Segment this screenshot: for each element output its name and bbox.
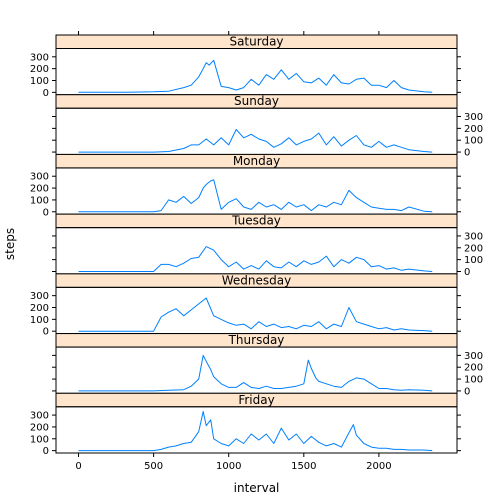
y-tick-label: 0 [464, 386, 470, 397]
y-tick-label: 100 [30, 315, 49, 326]
panel-frame [55, 48, 458, 96]
series-line-friday [78, 411, 433, 452]
panel-frame [55, 107, 458, 155]
x-tick-label: 1500 [291, 461, 316, 472]
series-line-monday [78, 179, 433, 213]
series-line-thursday [78, 354, 433, 392]
y-tick-label: 200 [30, 422, 49, 433]
series-line-wednesday [78, 297, 433, 332]
y-tick-label: 100 [464, 136, 483, 147]
y-tick-label: 0 [43, 207, 49, 218]
strip-label: Monday [233, 154, 280, 168]
strip-label: Tuesday [231, 214, 281, 228]
x-tick-label: 0 [75, 461, 81, 472]
y-tick-label: 300 [464, 231, 483, 242]
y-tick-label: 100 [30, 195, 49, 206]
y-tick-label: 300 [464, 351, 483, 362]
series-line-tuesday [78, 246, 433, 272]
panel-frame [55, 406, 458, 454]
y-tick-label: 200 [30, 64, 49, 75]
panel-frame [55, 286, 458, 335]
y-tick-label: 0 [464, 267, 470, 278]
strip-label: Sunday [234, 94, 279, 108]
y-tick-label: 100 [30, 434, 49, 445]
y-tick-label: 300 [30, 291, 49, 302]
y-tick-label: 300 [464, 112, 483, 123]
x-tick-label: 2000 [366, 461, 391, 472]
strip-label: Thursday [228, 333, 285, 347]
y-tick-label: 200 [30, 184, 49, 195]
series-line-sunday [78, 129, 433, 153]
y-tick-label: 200 [30, 303, 49, 314]
panel-frame [55, 227, 458, 275]
y-tick-label: 200 [464, 363, 483, 374]
x-axis: 0 500 1000 1500 2000 [75, 31, 392, 472]
y-tick-label: 0 [43, 88, 49, 99]
strip-label: Saturday [229, 35, 283, 49]
strip-label: Friday [238, 393, 274, 407]
y-tick-label: 300 [30, 52, 49, 63]
strip-label: Wednesday [222, 273, 291, 287]
x-tick-label: 1000 [216, 461, 241, 472]
y-tick-label: 100 [464, 255, 483, 266]
y-axis-label: steps [3, 228, 17, 260]
x-axis-label: interval [234, 481, 280, 495]
y-tick-label: 300 [30, 172, 49, 183]
y-tick-label: 200 [464, 124, 483, 135]
panel-frame [55, 346, 458, 394]
y-tick-label: 0 [464, 148, 470, 159]
y-tick-label: 200 [464, 243, 483, 254]
panel-frame [55, 167, 458, 215]
y-tick-label: 100 [464, 375, 483, 386]
y-tick-label: 0 [43, 327, 49, 338]
y-tick-label: 100 [30, 76, 49, 87]
y-tick-label: 0 [43, 446, 49, 457]
series-line-saturday [78, 59, 433, 93]
x-tick-label: 500 [144, 461, 163, 472]
panels: Saturday0100200300Sunday0100200300Monday… [30, 34, 483, 457]
y-tick-label: 300 [30, 411, 49, 422]
